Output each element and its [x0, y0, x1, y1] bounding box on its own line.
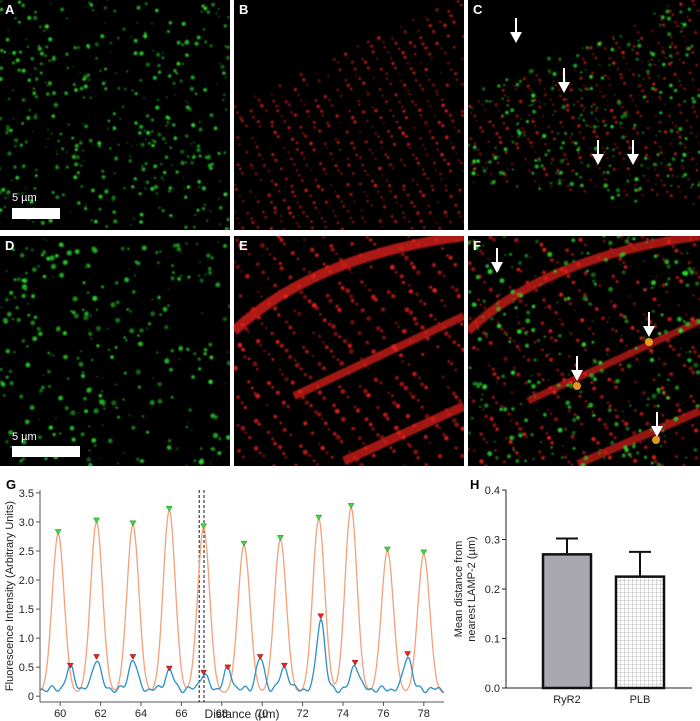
x-tick-label: 74 — [337, 708, 349, 720]
y-tick-label: 3.5 — [19, 488, 34, 500]
peak-marker-red — [93, 654, 101, 660]
y-tick-label: 0.0 — [485, 683, 500, 695]
peak-marker-green — [200, 523, 208, 530]
x-tick-label: 60 — [54, 708, 66, 720]
bar-ryr2 — [541, 553, 593, 690]
arrow-icon — [571, 356, 583, 381]
peak-marker-green — [347, 503, 355, 509]
x-tick-label: PLB — [630, 694, 651, 706]
x-tick-label: RyR2 — [553, 694, 581, 706]
peak-marker-red — [129, 654, 137, 660]
peak-marker-green — [276, 535, 284, 541]
x-tick-label: 78 — [418, 708, 430, 720]
arrow-icon — [558, 68, 570, 93]
x-axis-label: Distance (µm) — [205, 707, 280, 721]
merge-image — [468, 0, 700, 205]
panel-f-merge: F — [468, 236, 700, 466]
arrow-icon — [627, 140, 639, 165]
scale-label: 5 µm — [12, 431, 37, 443]
scale-bar — [12, 446, 80, 457]
x-tick-label: 66 — [175, 708, 187, 720]
y-tick-label: 1.0 — [19, 633, 34, 645]
y-axis-label: Fluorescence Intensity (Arbitrary Units) — [4, 501, 16, 691]
scale-label: 5 µm — [12, 192, 37, 204]
x-tick-label: 72 — [296, 708, 308, 720]
arrow-icon — [592, 140, 604, 165]
peak-marker-red — [280, 662, 288, 669]
peak-marker-red — [317, 613, 325, 620]
peak-marker-red — [404, 651, 412, 658]
y-tick-label: 0.3 — [485, 535, 500, 547]
arrow-icon — [651, 412, 663, 437]
peak-marker-green — [383, 546, 391, 553]
y-tick-label: 0.2 — [485, 584, 500, 596]
panel-a-green: A 5 µm — [0, 0, 230, 230]
red-channel-image — [234, 0, 464, 230]
green-channel-zoom-image — [0, 238, 230, 466]
panel-label-e: E — [239, 238, 248, 253]
y-tick-label: 1.5 — [19, 604, 34, 616]
panel-label-g: G — [6, 477, 17, 492]
series-line-orange — [39, 505, 445, 694]
arrow-icon — [643, 312, 655, 337]
merge-zoom-image — [468, 236, 700, 466]
y-tick-label: 0.1 — [485, 634, 500, 646]
panel-label-h: H — [470, 477, 480, 492]
green-channel-image — [0, 0, 230, 230]
panel-label-b: B — [239, 2, 249, 17]
peak-marker-green — [165, 506, 173, 512]
x-tick-label: 64 — [135, 708, 147, 720]
y-tick-label: 0.5 — [19, 662, 34, 674]
panel-label-d: D — [5, 238, 15, 253]
peak-marker-green — [129, 520, 137, 527]
peak-marker-red — [256, 654, 264, 660]
peak-marker-red — [224, 664, 232, 671]
series-line-blue — [39, 618, 445, 694]
peak-marker-green — [420, 549, 428, 556]
panel-b-red: B — [234, 0, 464, 230]
panel-label-c: C — [473, 2, 483, 17]
y-tick-label: 0 — [28, 691, 34, 703]
bar-plb — [614, 575, 666, 690]
x-tick-label: 62 — [94, 708, 106, 720]
red-channel-zoom-image — [234, 236, 464, 466]
y-tick-label: 2.5 — [19, 546, 34, 558]
panel-e-red: E — [234, 236, 464, 466]
y-tick-label: 0.4 — [485, 485, 500, 497]
arrow-icon — [510, 18, 522, 43]
y-axis-label: Mean distance fromnearest LAMP-2 (µm) — [453, 536, 478, 641]
y-tick-label: 3.0 — [19, 517, 34, 529]
peak-marker-red — [165, 665, 173, 672]
scale-bar — [12, 208, 60, 219]
y-tick-label: 2.0 — [19, 575, 34, 587]
peak-marker-red — [351, 659, 359, 666]
x-tick-label: 68 — [216, 708, 228, 720]
peak-marker-red — [200, 669, 208, 676]
peak-marker-green — [240, 540, 248, 547]
x-tick-label: 70 — [256, 708, 268, 720]
panel-label-a: A — [5, 2, 15, 17]
peak-marker-red — [66, 662, 74, 669]
panel-d-green: D 5 µm — [0, 236, 230, 466]
peak-marker-green — [315, 514, 323, 521]
arrow-icon — [491, 248, 503, 273]
peak-marker-green — [93, 517, 101, 524]
panel-label-f: F — [473, 238, 481, 253]
panel-c-merge: C — [468, 0, 700, 230]
x-tick-label: 76 — [377, 708, 389, 720]
peak-marker-green — [54, 529, 62, 536]
